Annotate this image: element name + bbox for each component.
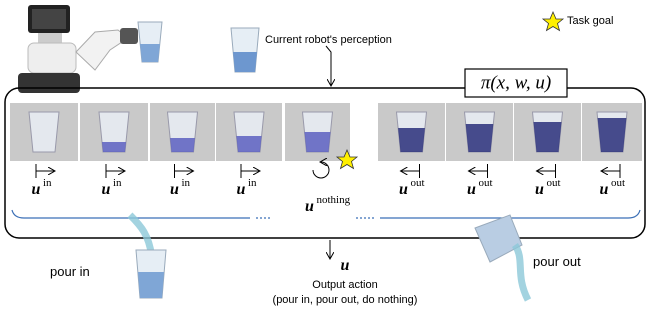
page: Current robot's perception Task goal π(x… xyxy=(0,0,650,314)
output-symbol: u xyxy=(341,257,350,274)
action-superscript: out xyxy=(611,177,625,189)
diagram: Current robot's perception Task goal π(x… xyxy=(0,0,650,314)
liquid xyxy=(305,132,331,152)
pour-out-label: pour out xyxy=(533,254,581,269)
action-superscript: out xyxy=(547,177,561,189)
action-symbol: u xyxy=(237,181,246,198)
liquid xyxy=(398,128,425,152)
pour-in-label: pour in xyxy=(50,264,90,279)
goal-label: Task goal xyxy=(567,15,613,27)
liquid xyxy=(466,124,494,152)
robot-glass xyxy=(138,22,162,62)
action-symbol: u xyxy=(467,181,476,198)
action-symbol: u xyxy=(600,181,609,198)
liquid xyxy=(598,118,627,152)
pour-in-glass xyxy=(130,215,166,298)
output-options: (pour in, pour out, do nothing) xyxy=(273,294,418,306)
action-superscript: in xyxy=(43,177,52,189)
liquid xyxy=(102,142,126,152)
action-symbol: u xyxy=(32,181,41,198)
pour-out-glass xyxy=(475,215,528,300)
action-symbol: u xyxy=(170,181,179,198)
nothing-arrow xyxy=(313,162,329,178)
action-superscript: nothing xyxy=(317,194,351,206)
action-symbol: u xyxy=(305,198,314,215)
action-symbol: u xyxy=(535,181,544,198)
brackets xyxy=(12,210,640,218)
policy-label: π(x, w, u) xyxy=(481,72,551,93)
action-symbol: u xyxy=(102,181,111,198)
action-superscript: in xyxy=(113,177,122,189)
action-superscript: in xyxy=(182,177,191,189)
goal-star xyxy=(543,12,563,31)
action-superscript: out xyxy=(411,177,425,189)
perception-arrow xyxy=(326,46,331,85)
action-superscript: out xyxy=(479,177,493,189)
liquid xyxy=(170,138,195,152)
output-label: Output action xyxy=(312,279,377,291)
perception-glass xyxy=(231,28,259,72)
perception-label: Current robot's perception xyxy=(265,34,392,46)
action-superscript: in xyxy=(248,177,257,189)
liquid xyxy=(534,122,562,152)
liquid xyxy=(236,136,261,152)
glass xyxy=(29,112,59,152)
robot xyxy=(18,5,138,93)
action-symbol: u xyxy=(399,181,408,198)
